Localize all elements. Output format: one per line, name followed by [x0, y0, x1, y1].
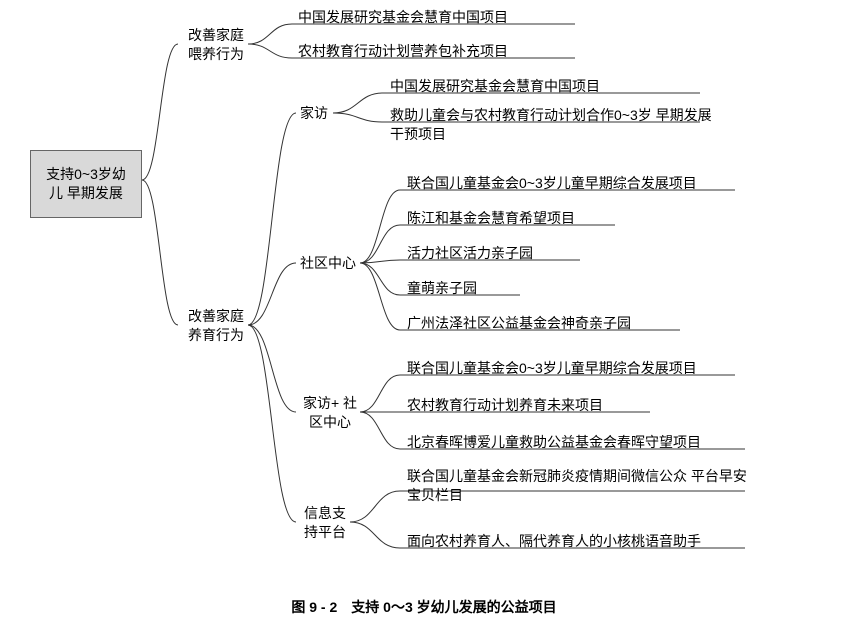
leaf-label: 救助儿童会与农村教育行动计划合作0~3岁 早期发展干预项目 — [390, 107, 712, 142]
leaf-item: 活力社区活力亲子园 — [407, 244, 533, 263]
leaf-label: 面向农村养育人、隔代养育人的小核桃语音助手 — [407, 533, 701, 549]
sub-community-center: 社区中心 — [300, 254, 356, 273]
root-node: 支持0~3岁幼儿 早期发展 — [30, 150, 142, 218]
leaf-item: 救助儿童会与农村教育行动计划合作0~3岁 早期发展干预项目 — [390, 106, 720, 144]
leaf-item: 农村教育行动计划营养包补充项目 — [298, 42, 508, 61]
leaf-label: 中国发展研究基金会慧育中国项目 — [298, 9, 508, 25]
sub-visit-plus-center: 家访+ 社区中心 — [300, 394, 360, 432]
leaf-label: 联合国儿童基金会0~3岁儿童早期综合发展项目 — [407, 360, 697, 376]
leaf-item: 联合国儿童基金会0~3岁儿童早期综合发展项目 — [407, 174, 697, 193]
leaf-label: 活力社区活力亲子园 — [407, 245, 533, 261]
caption-text: 图 9 - 2 支持 0～3 岁幼儿发展的公益项目 — [291, 599, 556, 615]
leaf-item: 广州法泽社区公益基金会神奇亲子园 — [407, 314, 631, 333]
leaf-label: 北京春晖博爱儿童救助公益基金会春晖守望项目 — [407, 434, 701, 450]
leaf-label: 广州法泽社区公益基金会神奇亲子园 — [407, 315, 631, 331]
leaf-item: 联合国儿童基金会0~3岁儿童早期综合发展项目 — [407, 359, 697, 378]
leaf-item: 陈江和基金会慧育希望项目 — [407, 209, 575, 228]
leaf-item: 面向农村养育人、隔代养育人的小核桃语音助手 — [407, 532, 701, 551]
branch-feeding: 改善家庭 喂养行为 — [182, 26, 250, 64]
leaf-label: 联合国儿童基金会0~3岁儿童早期综合发展项目 — [407, 175, 697, 191]
root-label: 支持0~3岁幼儿 早期发展 — [46, 166, 126, 201]
sub-info-platform: 信息支 持平台 — [300, 504, 350, 542]
sub-label: 家访 — [300, 105, 328, 121]
leaf-item: 联合国儿童基金会新冠肺炎疫情期间微信公众 平台早安宝贝栏目 — [407, 467, 747, 505]
leaf-label: 中国发展研究基金会慧育中国项目 — [390, 78, 600, 94]
sub-label: 家访+ 社区中心 — [303, 395, 357, 430]
sub-home-visit: 家访 — [300, 104, 328, 123]
leaf-item: 童萌亲子园 — [407, 279, 477, 298]
leaf-item: 农村教育行动计划养育未来项目 — [407, 396, 603, 415]
leaf-label: 联合国儿童基金会新冠肺炎疫情期间微信公众 平台早安宝贝栏目 — [407, 468, 747, 503]
leaf-item: 北京春晖博爱儿童救助公益基金会春晖守望项目 — [407, 433, 701, 452]
leaf-item: 中国发展研究基金会慧育中国项目 — [298, 8, 508, 27]
sub-label: 信息支 持平台 — [304, 505, 346, 540]
leaf-item: 中国发展研究基金会慧育中国项目 — [390, 77, 600, 96]
sub-label: 社区中心 — [300, 255, 356, 271]
leaf-label: 陈江和基金会慧育希望项目 — [407, 210, 575, 226]
branch-parenting-label: 改善家庭 养育行为 — [188, 308, 244, 343]
branch-feeding-label: 改善家庭 喂养行为 — [188, 27, 244, 62]
leaf-label: 童萌亲子园 — [407, 280, 477, 296]
branch-parenting: 改善家庭 养育行为 — [182, 307, 250, 345]
leaf-label: 农村教育行动计划营养包补充项目 — [298, 43, 508, 59]
figure-caption: 图 9 - 2 支持 0～3 岁幼儿发展的公益项目 — [0, 597, 848, 617]
diagram-canvas: 支持0~3岁幼儿 早期发展 改善家庭 喂养行为 改善家庭 养育行为 中国发展研究… — [0, 0, 848, 625]
leaf-label: 农村教育行动计划养育未来项目 — [407, 397, 603, 413]
